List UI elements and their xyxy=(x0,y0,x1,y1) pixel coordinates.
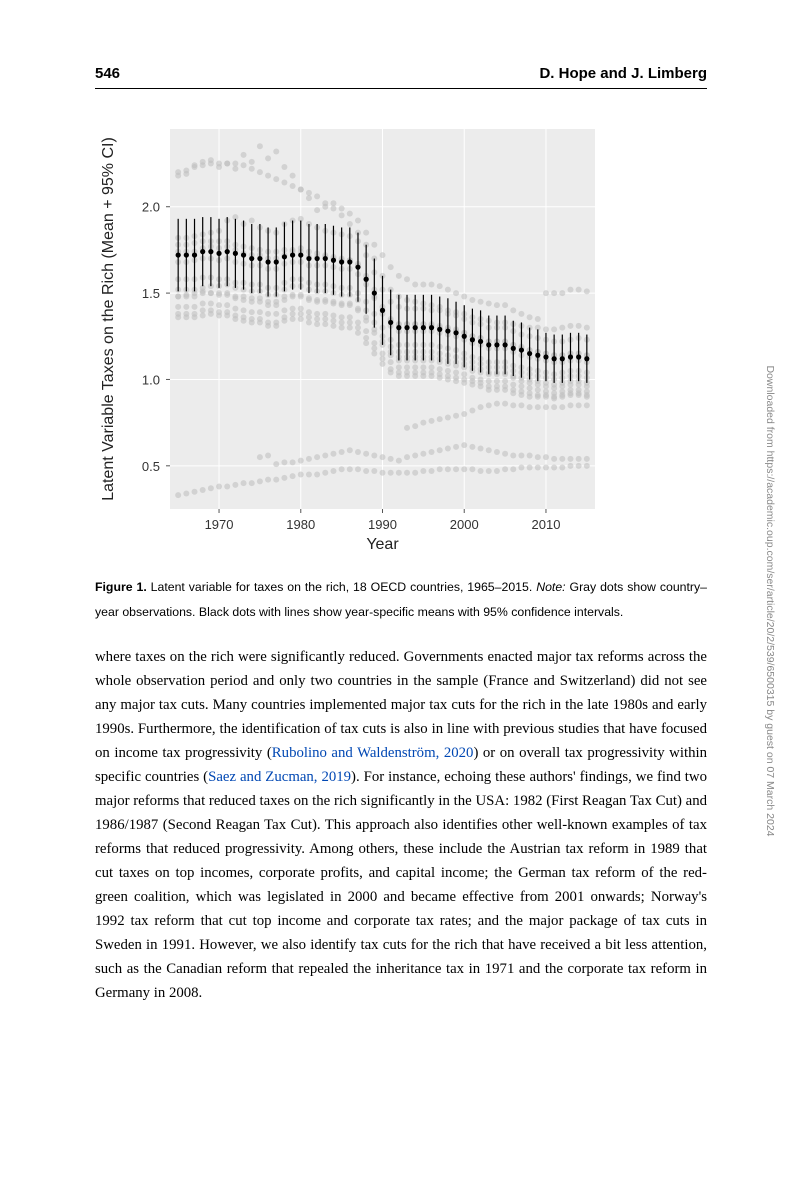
citation-link-2[interactable]: Saez and Zucman, 2019 xyxy=(208,769,351,785)
figure-1: 1970 1980 1990 2000 2010 0.5 1.0 1.5 2.0 Year Late… xyxy=(95,117,605,557)
caption-text: Latent variable for taxes on the rich, 1… xyxy=(147,580,536,594)
svg-text:Latent Variable Taxes on the R: Latent Variable Taxes on the Rich (Mean … xyxy=(100,137,117,501)
svg-text:1.5: 1.5 xyxy=(142,286,160,301)
svg-text:2010: 2010 xyxy=(532,517,561,532)
chart: 1970 1980 1990 2000 2010 0.5 1.0 1.5 2.0 Year Late… xyxy=(95,117,605,557)
svg-text:1970: 1970 xyxy=(205,517,234,532)
caption-note-label: Note: xyxy=(536,580,565,594)
svg-text:1990: 1990 xyxy=(368,517,397,532)
figure-caption: Figure 1. Latent variable for taxes on t… xyxy=(95,575,707,624)
svg-text:0.5: 0.5 xyxy=(142,459,160,474)
page-number: 546 xyxy=(95,65,120,82)
svg-text:1980: 1980 xyxy=(286,517,315,532)
svg-text:2.0: 2.0 xyxy=(142,200,160,215)
body-paragraph: where taxes on the rich were significant… xyxy=(95,646,707,1006)
page-header: 546 D. Hope and J. Limberg xyxy=(95,65,707,89)
svg-text:2000: 2000 xyxy=(450,517,479,532)
caption-label: Figure 1. xyxy=(95,580,147,594)
download-sidenote: Downloaded from https://academic.oup.com… xyxy=(764,101,776,1101)
authors: D. Hope and J. Limberg xyxy=(539,65,707,82)
svg-text:1.0: 1.0 xyxy=(142,372,160,387)
body-p1c: ). For instance, echoing these authors' … xyxy=(95,769,707,1001)
svg-text:Year: Year xyxy=(366,536,399,553)
citation-link-1[interactable]: Rubolino and Waldenström, 2020 xyxy=(272,745,474,761)
